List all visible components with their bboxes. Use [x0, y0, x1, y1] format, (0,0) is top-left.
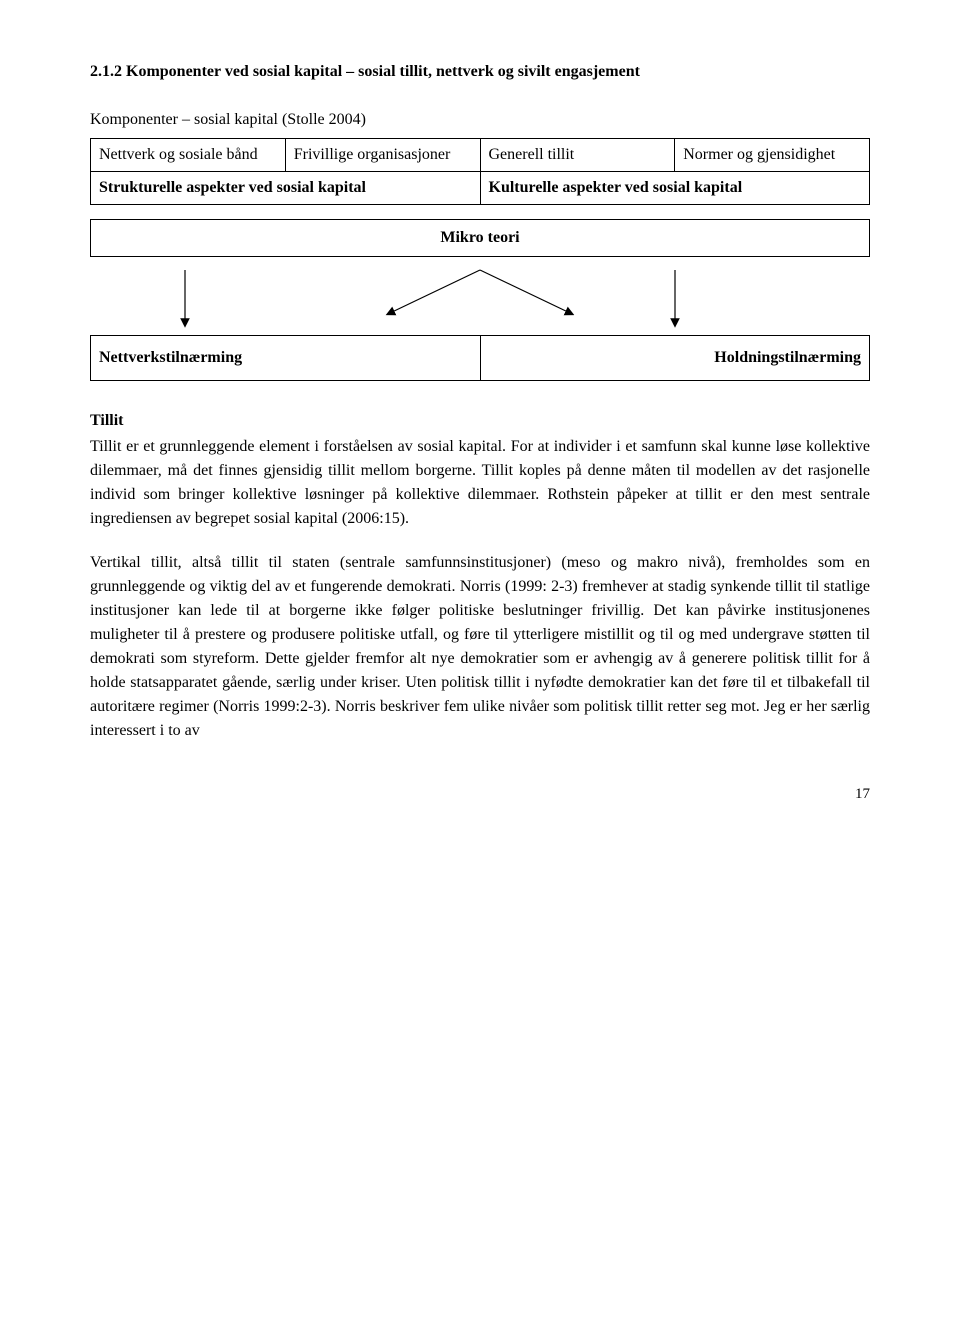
- mikro-cell: Mikro teori: [91, 220, 870, 257]
- arrow-diag-right-icon: [480, 270, 570, 313]
- page-number: 17: [90, 783, 870, 806]
- arrow-diag-left-icon: [390, 270, 480, 313]
- table-row: Mikro teori: [91, 220, 870, 257]
- cell-r2c1: Strukturelle aspekter ved sosial kapital: [91, 172, 481, 205]
- cell-r1c1: Nettverk og sosiale bånd: [91, 139, 286, 172]
- table-row: Strukturelle aspekter ved sosial kapital…: [91, 172, 870, 205]
- mikro-table: Mikro teori: [90, 219, 870, 257]
- table-row: Nettverkstilnærming Holdningstilnærming: [91, 336, 870, 381]
- paragraph: Tillit er et grunnleggende element i for…: [90, 435, 870, 531]
- cell-r1c3: Generell tillit: [480, 139, 675, 172]
- tillit-heading: Tillit: [90, 409, 870, 433]
- components-table: Nettverk og sosiale bånd Frivillige orga…: [90, 138, 870, 205]
- cell-r2c2: Kulturelle aspekter ved sosial kapital: [480, 172, 870, 205]
- cell-r1c2: Frivillige organisasjoner: [285, 139, 480, 172]
- table-row: Nettverk og sosiale bånd Frivillige orga…: [91, 139, 870, 172]
- approach-right-cell: Holdningstilnærming: [480, 336, 870, 381]
- approach-table: Nettverkstilnærming Holdningstilnærming: [90, 335, 870, 381]
- approach-left-cell: Nettverkstilnærming: [91, 336, 481, 381]
- section-heading: 2.1.2 Komponenter ved sosial kapital – s…: [90, 60, 870, 84]
- cell-r1c4: Normer og gjensidighet: [675, 139, 870, 172]
- arrows-container: [90, 265, 870, 335]
- paragraph: Vertikal tillit, altså tillit til staten…: [90, 551, 870, 743]
- arrows-svg: [90, 265, 870, 335]
- table-caption: Komponenter – sosial kapital (Stolle 200…: [90, 108, 870, 132]
